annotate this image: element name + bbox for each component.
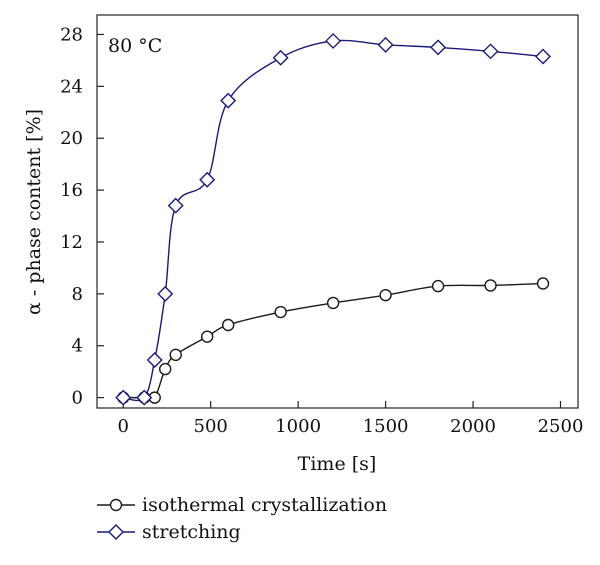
x-tick-label: 2000 <box>450 416 496 437</box>
y-tick-label: 4 <box>72 336 83 357</box>
data-point-circle <box>326 296 340 310</box>
data-point-diamond <box>377 36 394 53</box>
data-point-circle <box>536 277 550 290</box>
data-point-diamond <box>220 92 237 109</box>
data-point-circle <box>484 279 497 292</box>
legend-label: stretching <box>142 521 241 543</box>
legend: isothermal crystallization stretching <box>97 494 387 543</box>
series-lines <box>123 39 544 402</box>
x-tick-label: 2500 <box>538 416 584 437</box>
data-point-circle <box>274 305 287 319</box>
data-point-diamond <box>430 39 447 56</box>
legend-marker-diamond <box>108 524 124 540</box>
y-axis-title: α - phase content [%] <box>23 109 45 315</box>
data-point-diamond <box>157 285 174 302</box>
x-tick-label: 500 <box>194 416 228 437</box>
temperature-annotation: 80 °C <box>108 35 162 57</box>
data-point-circle <box>379 288 392 302</box>
y-tick-label: 20 <box>60 128 83 149</box>
legend-label: isothermal crystallization <box>142 494 387 516</box>
x-axis-title: Time [s] <box>298 453 377 475</box>
legend-marker-circle <box>109 498 123 512</box>
data-point-diamond <box>199 171 216 188</box>
data-point-circle <box>431 279 445 293</box>
series-line-1 <box>123 39 544 402</box>
data-point-diamond <box>482 43 499 60</box>
x-tick-label: 0 <box>118 416 129 437</box>
y-tick-label: 24 <box>60 76 83 97</box>
plot-frame <box>96 14 579 409</box>
data-point-diamond <box>115 389 132 406</box>
data-point-diamond <box>325 32 342 49</box>
data-point-diamond <box>535 48 552 65</box>
data-point-circle <box>169 348 182 362</box>
data-point-diamond <box>272 49 289 66</box>
data-point-diamond <box>136 389 153 406</box>
y-tick-label: 12 <box>60 232 83 253</box>
data-point-circle <box>159 362 172 376</box>
axis-ticks: 0 500 1000 1500 2000 2500 0 4 8 12 16 20 24 28 <box>60 24 583 437</box>
data-point-diamond <box>146 352 163 368</box>
x-tick-label: 1000 <box>275 416 321 437</box>
data-point-circle <box>221 318 235 332</box>
data-point-diamond <box>167 197 184 214</box>
y-tick-label: 28 <box>60 24 83 45</box>
y-tick-label: 8 <box>72 284 83 305</box>
x-tick-label: 1500 <box>363 416 409 437</box>
y-tick-label: 0 <box>72 388 83 409</box>
y-tick-label: 16 <box>60 180 83 201</box>
data-point-circle <box>200 330 214 343</box>
series-markers <box>115 32 552 406</box>
